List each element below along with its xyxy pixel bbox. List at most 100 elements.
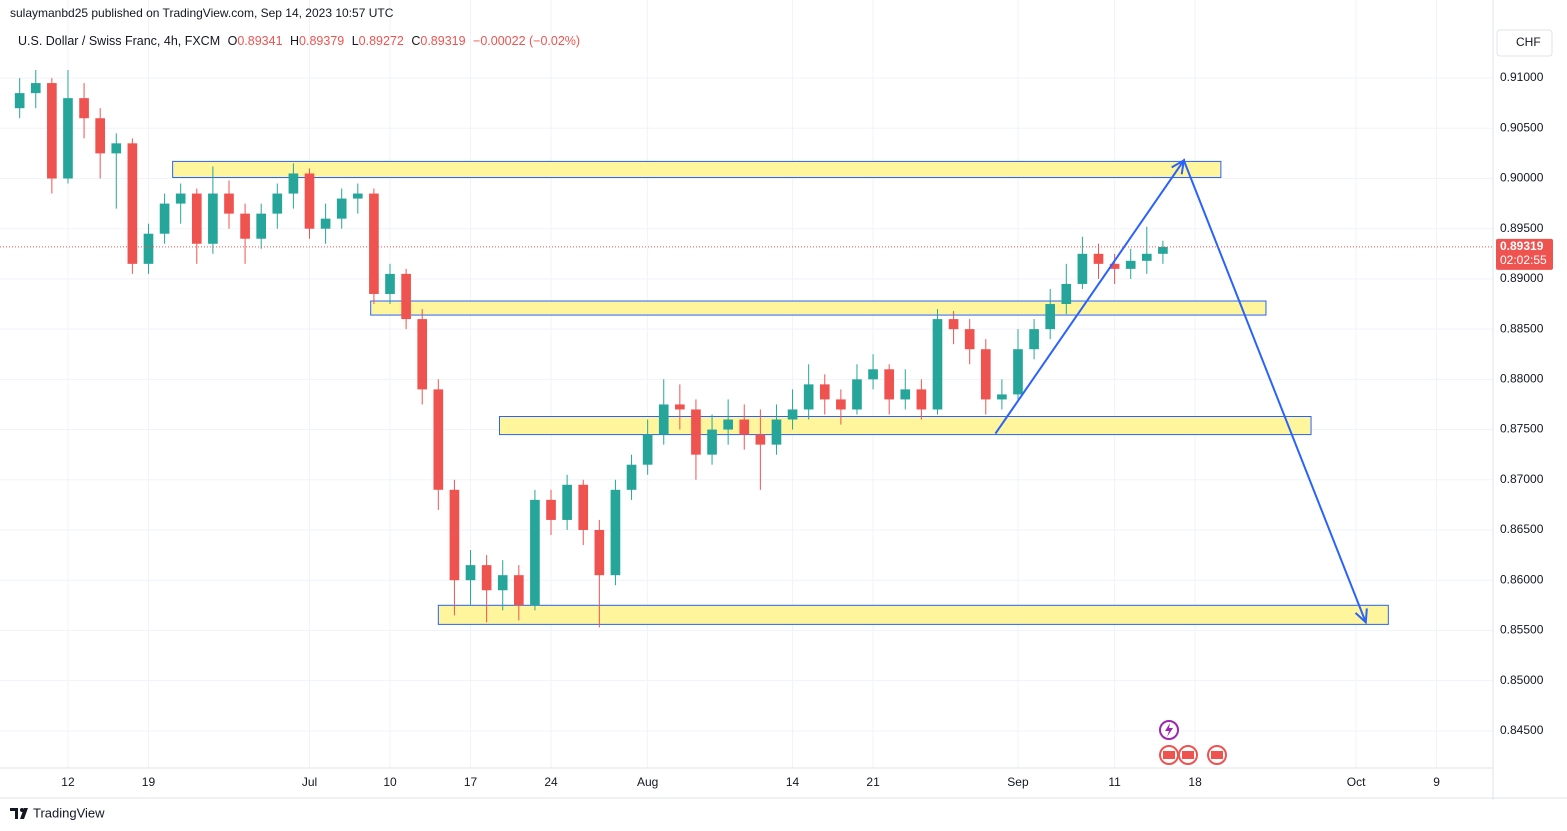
last-price-box [1496, 238, 1553, 270]
x-tick-label: Aug [637, 775, 658, 789]
candle-body [1061, 283, 1072, 305]
candle-body [997, 394, 1007, 400]
candle-body [111, 143, 122, 154]
flag-stripes [1163, 751, 1175, 759]
x-tick-label: 12 [61, 775, 75, 789]
candle-body [948, 319, 959, 330]
candle-body [369, 193, 379, 294]
candle-body [95, 118, 106, 154]
candle-body [723, 419, 733, 430]
candle-body [852, 379, 862, 410]
ohlc-value: 0.89341 [237, 34, 282, 48]
candle-body [385, 273, 395, 294]
candle-body [417, 319, 428, 390]
candle-body [546, 499, 556, 520]
candles [14, 70, 1168, 628]
currency-button-frame[interactable] [1496, 29, 1553, 57]
flag-stripes [1182, 751, 1194, 759]
candle-body [304, 173, 315, 229]
axes: 0.91000 0.90500 0.90000 0.89500 0.89000 0.885… [61, 70, 1553, 789]
candle-body [433, 389, 444, 490]
brand-logo-dot [20, 808, 24, 812]
flag-stripes [1211, 751, 1223, 759]
y-tick-label: 0.89000 [1500, 271, 1544, 285]
y-tick-label: 0.86000 [1500, 572, 1544, 586]
event-bolt [1165, 723, 1173, 737]
candle-body [578, 484, 589, 530]
arrow-head [1354, 608, 1368, 625]
candle-body [1029, 329, 1039, 350]
x-tick-label: 18 [1188, 775, 1202, 789]
candle-body [1045, 304, 1056, 330]
candle-body [47, 83, 57, 179]
y-tick-label: 0.88000 [1500, 372, 1544, 386]
candle-body [79, 98, 89, 119]
zone [499, 416, 1312, 436]
candle-body [530, 499, 540, 606]
candle-body [208, 193, 218, 244]
x-tick-label: Sep [1007, 775, 1029, 789]
candle-body [1093, 253, 1104, 264]
ohlc-value: 0.89272 [359, 34, 404, 48]
candle-body [320, 218, 331, 229]
y-tick-label: 0.90000 [1500, 171, 1544, 185]
candle-body [1158, 246, 1168, 254]
symbol: U.S. Dollar / Swiss Franc, 4h, FXCM [18, 34, 220, 48]
candle-body [159, 203, 170, 234]
y-tick-label: 0.84500 [1500, 723, 1544, 737]
candle-body [224, 193, 234, 214]
x-tick-label: 24 [544, 775, 558, 789]
grid [0, 0, 1493, 768]
ohlc-letter: H [290, 34, 299, 48]
candle-body [819, 384, 830, 400]
symbol-line: U.S. Dollar / Swiss Franc, 4h, FXCM O0.8… [18, 34, 580, 48]
publish-info: sulaymanbd25 published on TradingView.co… [10, 6, 394, 20]
candle-body [1109, 263, 1120, 269]
candle-body [707, 429, 717, 455]
zone [370, 300, 1267, 316]
currency-button[interactable]: CHF [1496, 29, 1553, 57]
candle-body [481, 565, 492, 591]
candle-body [401, 273, 411, 320]
candle-body [868, 369, 878, 380]
y-tick-label: 0.88500 [1500, 321, 1544, 335]
candle-body [691, 409, 701, 455]
y-tick-label: 0.91000 [1500, 70, 1544, 84]
candle-body [1141, 253, 1152, 261]
countdown-label: 02:02:55 [1500, 253, 1547, 267]
x-tick-label: Oct [1347, 775, 1366, 789]
brand-name: TradingView [33, 805, 105, 820]
candle-body [803, 384, 814, 410]
candle-body [642, 434, 653, 465]
ohlc-value: 0.89379 [299, 34, 344, 48]
candle-body [594, 529, 605, 576]
x-tick-label: 17 [464, 775, 478, 789]
candle-body [513, 575, 524, 606]
candle-body [626, 464, 637, 490]
currency-label[interactable]: CHF [1516, 35, 1541, 49]
candle-body [932, 319, 943, 410]
candle-body [900, 389, 911, 400]
candle-body [562, 484, 572, 520]
y-tick-label: 0.90500 [1500, 120, 1544, 134]
y-tick-label: 0.87000 [1500, 472, 1544, 486]
overlay [0, 158, 1493, 625]
candle-body [175, 193, 186, 204]
candle-body [836, 399, 846, 410]
candle-body [240, 213, 250, 239]
candle-body [916, 389, 927, 410]
candle-body [14, 93, 25, 109]
candle-body [610, 489, 621, 576]
ohlc-letter: L [352, 34, 359, 48]
candle-body [288, 173, 299, 194]
candle-body [63, 98, 73, 179]
arrow-head [1171, 158, 1186, 175]
candle-body [30, 83, 41, 94]
candle-body [964, 329, 975, 350]
x-tick-label: 14 [786, 775, 800, 789]
ohlc-letter: O [228, 34, 238, 48]
events [1159, 720, 1227, 765]
candle-body [272, 193, 283, 214]
